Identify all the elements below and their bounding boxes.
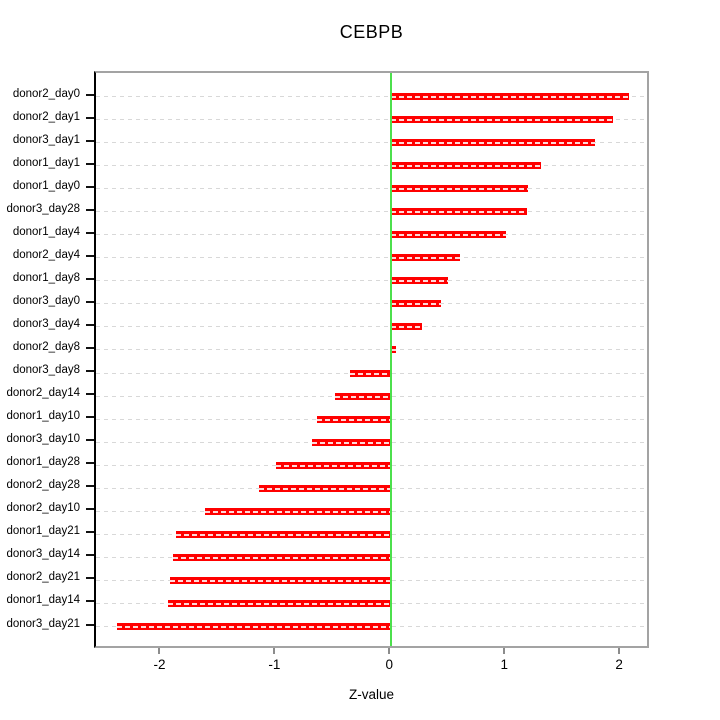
y-axis-label: donor2_day1 xyxy=(12,110,80,123)
y-axis-tick xyxy=(86,300,94,303)
y-axis-tick xyxy=(86,185,94,188)
y-axis-label: donor2_day0 xyxy=(12,87,80,100)
y-axis-tick xyxy=(86,577,94,580)
x-axis-tick-label: 1 xyxy=(500,657,508,672)
x-axis-tick-label: -2 xyxy=(153,657,166,672)
y-axis-tick xyxy=(86,462,94,465)
y-axis-tick xyxy=(86,162,94,165)
y-axis-tick xyxy=(86,485,94,488)
bar-donor3_day10 xyxy=(312,438,392,446)
y-axis-label: donor2_day8 xyxy=(12,340,80,353)
y-axis-tick xyxy=(86,231,94,234)
gridline xyxy=(96,211,647,213)
y-axis-tick xyxy=(86,139,94,142)
zero-reference-line xyxy=(390,73,393,646)
y-axis-label: donor3_day28 xyxy=(6,202,80,215)
bar-donor2_day28 xyxy=(259,484,392,492)
y-axis-tick xyxy=(86,208,94,211)
gridline xyxy=(96,142,647,144)
bar-donor1_day1 xyxy=(391,162,541,170)
bar-donor2_day0 xyxy=(391,93,630,100)
y-axis-label: donor3_day4 xyxy=(12,317,80,330)
x-axis-tick xyxy=(158,648,161,654)
y-axis-label: donor2_day4 xyxy=(12,248,80,261)
y-axis-tick xyxy=(86,346,94,349)
y-axis-label: donor2_day28 xyxy=(6,479,80,492)
x-axis-tick xyxy=(388,648,391,654)
gridline xyxy=(96,257,647,259)
bar-donor1_day4 xyxy=(391,231,507,239)
gridline xyxy=(96,188,647,190)
bar-donor1_day21 xyxy=(176,530,392,538)
y-axis-label: donor3_day8 xyxy=(12,364,80,377)
x-axis-tick xyxy=(273,648,276,654)
y-axis-tick xyxy=(86,416,94,419)
y-axis-label: donor3_day10 xyxy=(6,433,80,446)
bar-donor3_day4 xyxy=(391,323,423,331)
bar-donor3_day8 xyxy=(349,369,392,377)
y-axis-label: donor1_day10 xyxy=(6,410,80,423)
bar-donor3_day14 xyxy=(172,553,392,561)
y-axis-label: donor1_day21 xyxy=(6,525,80,538)
bar-donor2_day10 xyxy=(205,507,392,515)
bar-donor1_day8 xyxy=(391,277,448,285)
gridline xyxy=(96,326,647,328)
y-axis-tick xyxy=(86,277,94,280)
y-axis-tick xyxy=(86,600,94,603)
bar-donor3_day0 xyxy=(391,300,441,308)
bar-donor2_day4 xyxy=(391,254,461,262)
y-axis-label: donor3_day21 xyxy=(6,617,80,630)
y-axis-label: donor1_day28 xyxy=(6,456,80,469)
bar-donor3_day28 xyxy=(391,208,527,216)
y-axis-label: donor1_day8 xyxy=(12,271,80,284)
bar-donor3_day1 xyxy=(391,139,595,147)
y-axis-tick xyxy=(86,623,94,626)
y-axis-label: donor2_day14 xyxy=(6,387,80,400)
gridline xyxy=(96,234,647,236)
y-axis-label: donor1_day14 xyxy=(6,594,80,607)
gridline xyxy=(96,119,647,121)
y-axis-tick xyxy=(86,554,94,557)
gridline xyxy=(96,303,647,305)
y-axis-label: donor1_day0 xyxy=(12,179,80,192)
y-axis-label: donor3_day0 xyxy=(12,294,80,307)
plot-area xyxy=(94,71,649,648)
y-axis-label: donor3_day1 xyxy=(12,133,80,146)
gridline xyxy=(96,349,647,351)
bar-donor1_day0 xyxy=(391,185,529,193)
x-axis-tick xyxy=(618,648,621,654)
bar-donor2_day14 xyxy=(335,392,392,400)
y-axis-tick xyxy=(86,254,94,257)
x-axis-tick-label: 0 xyxy=(385,657,394,672)
bar-donor2_day1 xyxy=(391,116,614,124)
x-axis-title: Z-value xyxy=(348,687,394,702)
y-axis-tick xyxy=(86,116,94,119)
x-axis-tick xyxy=(503,648,506,654)
gridline xyxy=(96,280,647,282)
y-axis-tick xyxy=(86,93,94,96)
bar-donor1_day10 xyxy=(316,415,392,423)
y-axis-label: donor2_day21 xyxy=(6,571,80,584)
bar-donor3_day21 xyxy=(116,623,392,630)
x-axis-tick-label: -1 xyxy=(268,657,281,672)
y-axis-tick xyxy=(86,370,94,373)
bar-donor2_day8 xyxy=(391,346,396,354)
gridline xyxy=(96,96,647,97)
chart-title: CEBPB xyxy=(339,22,404,42)
y-axis-tick xyxy=(86,439,94,442)
y-axis-tick xyxy=(86,323,94,326)
y-axis-label: donor3_day14 xyxy=(6,548,80,561)
x-axis-tick-label: 2 xyxy=(615,657,623,672)
bar-donor2_day21 xyxy=(169,576,392,584)
y-axis-tick xyxy=(86,508,94,511)
bar-donor1_day28 xyxy=(276,461,392,469)
bar-donor1_day14 xyxy=(168,599,392,607)
y-axis-label: donor1_day1 xyxy=(12,156,80,169)
y-axis-tick xyxy=(86,531,94,534)
y-axis-label: donor2_day10 xyxy=(6,502,80,515)
y-axis-label: donor1_day4 xyxy=(12,225,80,238)
gridline xyxy=(96,165,647,167)
y-axis-tick xyxy=(86,393,94,396)
